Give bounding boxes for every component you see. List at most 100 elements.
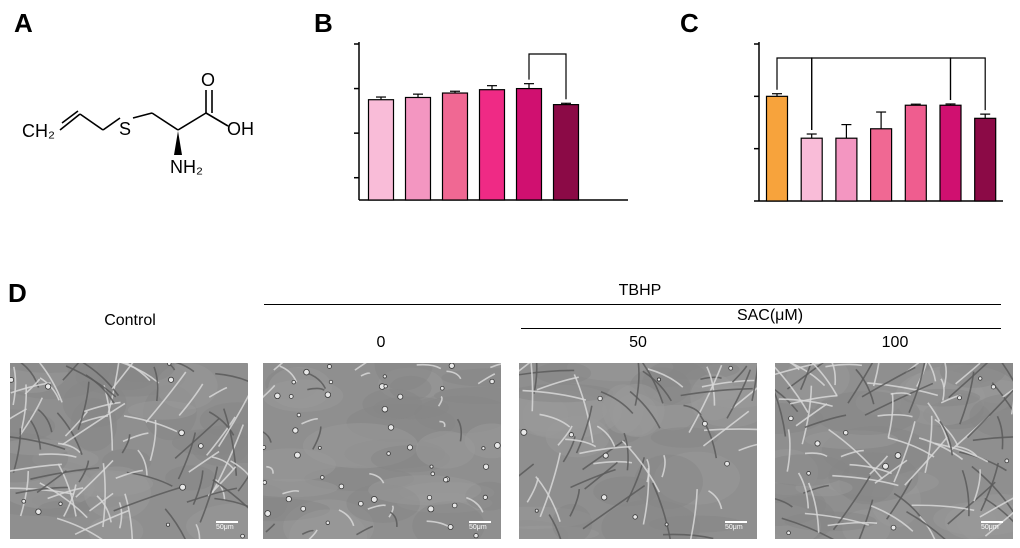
cell xyxy=(906,511,946,539)
cell xyxy=(979,497,1013,518)
round-cell xyxy=(296,412,302,418)
scale-bar: 50μm xyxy=(981,521,1003,531)
background-texture xyxy=(552,503,593,539)
background-texture xyxy=(650,427,719,448)
cell xyxy=(943,363,947,388)
cell xyxy=(47,487,84,500)
background-texture xyxy=(634,454,703,509)
micrograph-control: 50μm xyxy=(10,363,248,539)
bar xyxy=(869,128,893,202)
cell xyxy=(83,401,121,413)
round-cell xyxy=(788,415,794,422)
cell xyxy=(726,369,752,419)
cell xyxy=(247,363,248,364)
cell xyxy=(215,372,248,382)
cell xyxy=(1001,363,1013,382)
round-cell xyxy=(481,446,486,451)
round-cell xyxy=(664,522,669,527)
round-cell xyxy=(520,428,528,436)
cell xyxy=(12,428,22,473)
background-texture xyxy=(83,466,151,520)
round-cell xyxy=(632,514,638,520)
cell xyxy=(948,363,989,399)
cell xyxy=(111,363,134,390)
round-cell xyxy=(473,533,479,539)
cell xyxy=(641,363,664,404)
cell xyxy=(115,469,143,480)
cell xyxy=(237,475,248,492)
cell xyxy=(307,387,325,391)
cell xyxy=(1010,400,1013,415)
cell xyxy=(804,452,828,458)
cell xyxy=(539,452,561,518)
cell xyxy=(584,461,618,490)
round-cell xyxy=(381,406,389,413)
cell xyxy=(356,525,374,536)
round-cell xyxy=(338,483,345,490)
cell xyxy=(972,436,1013,442)
cell xyxy=(795,403,828,427)
scale-bar: 50μm xyxy=(725,521,747,531)
cell xyxy=(973,469,981,502)
round-cell xyxy=(274,392,281,400)
cell xyxy=(786,429,791,472)
round-cell xyxy=(288,394,294,399)
micrograph-tbhp-50: 50μm xyxy=(519,363,757,539)
bar xyxy=(904,104,927,202)
cell xyxy=(918,437,964,461)
cell xyxy=(688,364,723,433)
cell xyxy=(208,411,235,436)
cell xyxy=(984,497,1013,523)
cell xyxy=(629,390,661,429)
background-texture xyxy=(88,514,144,539)
cell xyxy=(389,511,398,527)
cell xyxy=(416,363,442,370)
cell xyxy=(831,363,837,386)
cell xyxy=(369,472,385,484)
cell xyxy=(74,509,130,536)
cell xyxy=(683,404,702,416)
background-texture xyxy=(389,375,432,401)
cell xyxy=(661,454,666,478)
cell xyxy=(19,397,44,437)
cell xyxy=(120,363,160,384)
scale-bar: 50μm xyxy=(216,521,238,531)
round-cell xyxy=(990,384,996,390)
round-cell xyxy=(168,376,175,383)
background-texture xyxy=(775,454,850,487)
round-cell xyxy=(294,451,301,459)
cell xyxy=(536,376,579,391)
amine-label: NH₂ xyxy=(170,157,203,177)
cell xyxy=(206,416,236,456)
round-cell xyxy=(978,376,983,381)
cells-tbhp-50 xyxy=(519,363,757,539)
scale-bar-label: 50μm xyxy=(469,524,487,531)
cell xyxy=(137,449,148,476)
cell xyxy=(939,420,954,456)
cells-tbhp-100 xyxy=(775,363,1013,539)
cell xyxy=(961,469,970,517)
bar xyxy=(478,89,506,201)
cell xyxy=(623,432,629,471)
cells-tbhp-0 xyxy=(263,363,501,539)
cell xyxy=(62,402,126,446)
cell xyxy=(934,442,989,463)
panel-letter-d: D xyxy=(8,278,27,308)
round-cell xyxy=(327,364,332,369)
micrograph-tbhp-0: 50μm xyxy=(263,363,501,539)
round-cell xyxy=(10,377,15,383)
background-texture xyxy=(813,391,920,435)
round-cell xyxy=(386,451,391,456)
cell xyxy=(75,459,114,498)
cell xyxy=(548,514,562,539)
bar xyxy=(404,96,432,201)
cell xyxy=(519,363,531,372)
bar xyxy=(939,104,962,202)
cell xyxy=(145,371,187,423)
bar xyxy=(367,99,395,201)
cell xyxy=(36,470,67,494)
scale-bar: 50μm xyxy=(469,521,491,531)
round-cell xyxy=(328,379,334,385)
cell xyxy=(78,460,90,483)
cell xyxy=(579,446,632,455)
